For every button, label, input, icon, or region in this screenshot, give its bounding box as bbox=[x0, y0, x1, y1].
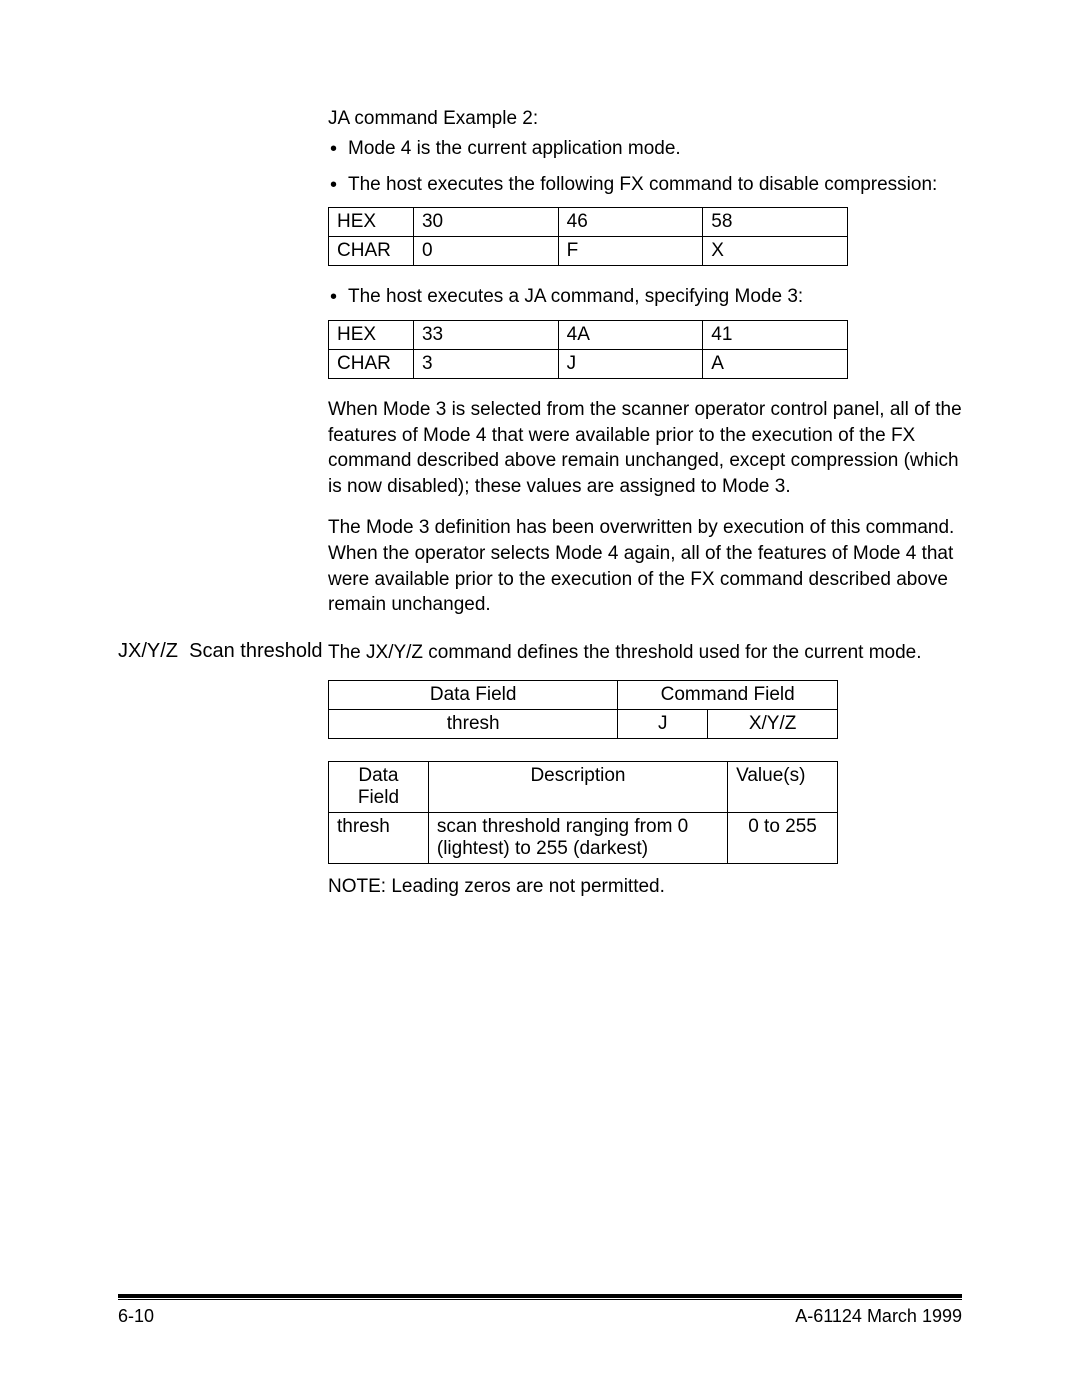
note: NOTE: Leading zeros are not permitted. bbox=[328, 876, 962, 898]
section-label: JX/Y/Z Scan threshold bbox=[118, 640, 328, 898]
hex-table-fx: HEX 30 46 58 CHAR 0 F X bbox=[328, 207, 848, 266]
table-cell: thresh bbox=[329, 709, 618, 738]
table-row: HEX 30 46 58 bbox=[329, 208, 848, 237]
list-item: The host executes the following FX comma… bbox=[328, 172, 962, 198]
list-item: The host executes a JA command, specifyi… bbox=[328, 284, 962, 310]
list-item: Mode 4 is the current application mode. bbox=[328, 136, 962, 162]
table-cell: 30 bbox=[413, 208, 558, 237]
command-name: JX/Y/Z bbox=[118, 640, 178, 662]
table-header: Data Field bbox=[329, 761, 429, 812]
section-intro: The JX/Y/Z command defines the threshold… bbox=[328, 640, 962, 666]
table-cell: X bbox=[703, 237, 848, 266]
description-table: Data Field Description Value(s) thresh s… bbox=[328, 761, 838, 864]
page-footer: 6-10 A-61124 March 1999 bbox=[118, 1294, 962, 1327]
table-cell: 46 bbox=[558, 208, 703, 237]
table-header: Data Field bbox=[329, 680, 618, 709]
hex-table-ja: HEX 33 4A 41 CHAR 3 J A bbox=[328, 320, 848, 379]
table-cell: X/Y/Z bbox=[708, 709, 838, 738]
table-header: Value(s) bbox=[728, 761, 838, 812]
table-cell: 33 bbox=[413, 320, 558, 349]
table-row: thresh J X/Y/Z bbox=[329, 709, 838, 738]
paragraph: When Mode 3 is selected from the scanner… bbox=[328, 397, 962, 500]
table-cell: J bbox=[558, 349, 703, 378]
table-cell: 0 to 255 bbox=[728, 812, 838, 863]
bullet-list-mid: The host executes a JA command, specifyi… bbox=[328, 284, 962, 310]
table-row: Data Field Command Field bbox=[329, 680, 838, 709]
table-cell: F bbox=[558, 237, 703, 266]
table-row: CHAR 0 F X bbox=[329, 237, 848, 266]
doc-id-date: A-61124 March 1999 bbox=[795, 1306, 962, 1327]
note-text: Leading zeros are not permitted. bbox=[391, 876, 665, 897]
table-row: CHAR 3 J A bbox=[329, 349, 848, 378]
footer-rule-thick bbox=[118, 1294, 962, 1298]
table-cell: scan threshold ranging from 0 (lightest)… bbox=[428, 812, 727, 863]
command-title: Scan threshold bbox=[189, 640, 322, 662]
page-number: 6-10 bbox=[118, 1306, 154, 1327]
table-cell: 4A bbox=[558, 320, 703, 349]
table-cell: J bbox=[618, 709, 708, 738]
command-field-table: Data Field Command Field thresh J X/Y/Z bbox=[328, 680, 838, 739]
footer-rule-thin bbox=[118, 1299, 962, 1300]
table-row: Data Field Description Value(s) bbox=[329, 761, 838, 812]
table-header: Description bbox=[428, 761, 727, 812]
table-cell: 41 bbox=[703, 320, 848, 349]
paragraph: The Mode 3 definition has been overwritt… bbox=[328, 515, 962, 618]
table-cell: HEX bbox=[329, 320, 414, 349]
table-cell: 0 bbox=[413, 237, 558, 266]
table-cell: CHAR bbox=[329, 237, 414, 266]
table-cell: 58 bbox=[703, 208, 848, 237]
bullet-list-top: Mode 4 is the current application mode. … bbox=[328, 136, 962, 197]
example-title: JA command Example 2: bbox=[328, 108, 962, 130]
table-cell: thresh bbox=[329, 812, 429, 863]
table-cell: A bbox=[703, 349, 848, 378]
table-cell: CHAR bbox=[329, 349, 414, 378]
table-cell: HEX bbox=[329, 208, 414, 237]
table-row: thresh scan threshold ranging from 0 (li… bbox=[329, 812, 838, 863]
table-cell: 3 bbox=[413, 349, 558, 378]
note-label: NOTE: bbox=[328, 876, 386, 897]
table-header: Command Field bbox=[618, 680, 838, 709]
table-row: HEX 33 4A 41 bbox=[329, 320, 848, 349]
